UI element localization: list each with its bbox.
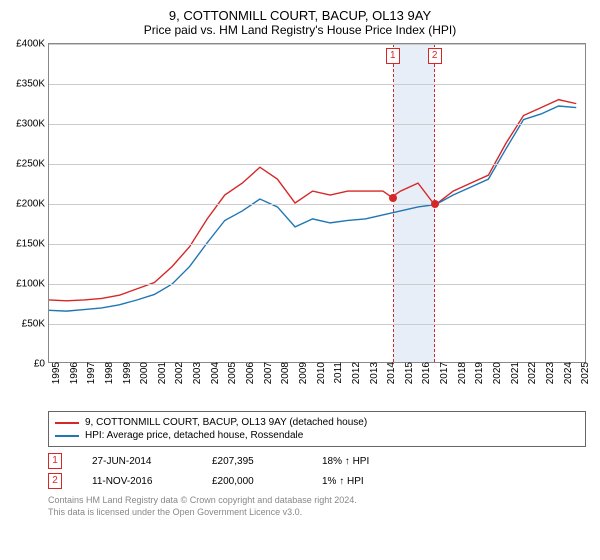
- legend-item: HPI: Average price, detached house, Ross…: [55, 429, 579, 442]
- x-tick-label: 1996: [67, 362, 80, 384]
- x-tick-label: 2017: [437, 362, 450, 384]
- sale-price: £200,000: [212, 476, 292, 487]
- y-tick-label: £250K: [16, 159, 49, 170]
- x-tick-label: 2016: [419, 362, 432, 384]
- sale-marker-box: 1: [386, 48, 400, 64]
- chart-title: 9, COTTONMILL COURT, BACUP, OL13 9AY: [0, 0, 600, 23]
- sale-date: 11-NOV-2016: [92, 476, 182, 487]
- legend-label: 9, COTTONMILL COURT, BACUP, OL13 9AY (de…: [85, 417, 367, 428]
- sales-table: 1 27-JUN-2014 £207,395 18% ↑ HPI 2 11-NOV-201…: [48, 451, 586, 491]
- x-tick-label: 2008: [278, 362, 291, 384]
- x-tick-label: 2014: [384, 362, 397, 384]
- x-tick-label: 2005: [225, 362, 238, 384]
- x-tick-label: 2013: [367, 362, 380, 384]
- y-tick-label: £300K: [16, 119, 49, 130]
- x-tick-label: 2021: [508, 362, 521, 384]
- x-tick-label: 1997: [84, 362, 97, 384]
- x-tick-label: 2018: [455, 362, 468, 384]
- chart-area: £0£50K£100K£150K£200K£250K£300K£350K£400…: [48, 43, 586, 403]
- legend-label: HPI: Average price, detached house, Ross…: [85, 430, 303, 441]
- sale-point: [431, 200, 439, 208]
- x-tick-label: 2022: [525, 362, 538, 384]
- x-tick-label: 1999: [120, 362, 133, 384]
- x-tick-label: 2020: [490, 362, 503, 384]
- x-tick-label: 2011: [331, 362, 344, 384]
- x-tick-label: 2003: [190, 362, 203, 384]
- y-tick-label: £400K: [16, 39, 49, 50]
- legend-box: 9, COTTONMILL COURT, BACUP, OL13 9AY (de…: [48, 411, 586, 447]
- y-tick-label: £350K: [16, 79, 49, 90]
- sale-point: [389, 194, 397, 202]
- y-tick-label: £100K: [16, 279, 49, 290]
- series-line: [49, 106, 576, 311]
- legend-swatch: [55, 422, 79, 424]
- sale-row: 2 11-NOV-2016 £200,000 1% ↑ HPI: [48, 471, 586, 491]
- x-tick-label: 2001: [155, 362, 168, 384]
- legend-swatch: [55, 435, 79, 437]
- x-tick-label: 2019: [472, 362, 485, 384]
- sale-delta: 1% ↑ HPI: [322, 476, 364, 487]
- y-tick-label: £200K: [16, 199, 49, 210]
- sale-marker-box: 2: [428, 48, 442, 64]
- gridline: [49, 164, 585, 165]
- sale-price: £207,395: [212, 456, 292, 467]
- x-tick-label: 2000: [137, 362, 150, 384]
- x-tick-label: 1995: [49, 362, 62, 384]
- x-tick-label: 2009: [296, 362, 309, 384]
- gridline: [49, 244, 585, 245]
- x-tick-label: 2012: [349, 362, 362, 384]
- legend-item: 9, COTTONMILL COURT, BACUP, OL13 9AY (de…: [55, 416, 579, 429]
- chart-subtitle: Price paid vs. HM Land Registry's House …: [0, 23, 600, 43]
- footer-line-1: Contains HM Land Registry data © Crown c…: [48, 495, 586, 507]
- series-line: [49, 100, 576, 301]
- footer-attribution: Contains HM Land Registry data © Crown c…: [48, 495, 586, 518]
- sale-delta: 18% ↑ HPI: [322, 456, 369, 467]
- plot-region: £0£50K£100K£150K£200K£250K£300K£350K£400…: [48, 43, 586, 363]
- x-tick-label: 2023: [543, 362, 556, 384]
- gridline: [49, 284, 585, 285]
- sale-row: 1 27-JUN-2014 £207,395 18% ↑ HPI: [48, 451, 586, 471]
- gridline: [49, 204, 585, 205]
- x-tick-label: 2025: [578, 362, 591, 384]
- x-tick-label: 2024: [561, 362, 574, 384]
- line-series-svg: [49, 44, 585, 362]
- sale-row-marker: 1: [48, 453, 62, 469]
- x-tick-label: 2004: [208, 362, 221, 384]
- footer-line-2: This data is licensed under the Open Gov…: [48, 507, 586, 519]
- gridline: [49, 44, 585, 45]
- sale-row-marker: 2: [48, 473, 62, 489]
- x-tick-label: 2010: [314, 362, 327, 384]
- x-tick-label: 2002: [172, 362, 185, 384]
- y-tick-label: £0: [34, 359, 49, 370]
- y-tick-label: £50K: [22, 319, 49, 330]
- x-tick-label: 1998: [102, 362, 115, 384]
- sale-date: 27-JUN-2014: [92, 456, 182, 467]
- x-tick-label: 2006: [243, 362, 256, 384]
- x-tick-label: 2015: [402, 362, 415, 384]
- y-tick-label: £150K: [16, 239, 49, 250]
- x-tick-label: 2007: [261, 362, 274, 384]
- gridline: [49, 324, 585, 325]
- gridline: [49, 124, 585, 125]
- gridline: [49, 84, 585, 85]
